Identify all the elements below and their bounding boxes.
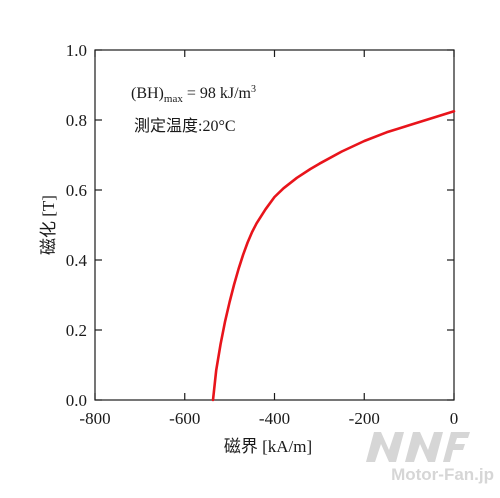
y-axis-label: 磁化 [T]	[39, 195, 58, 255]
x-tick-label: -800	[79, 409, 110, 428]
temperature-annotation: 測定温度:20°C	[134, 117, 236, 135]
ticks	[94, 49, 455, 401]
watermark-logo	[366, 432, 470, 462]
x-axis-label: 磁界 [kA/m]	[224, 437, 312, 456]
watermark: Motor-Fan.jp	[366, 432, 494, 484]
bh-value: = 98 kJ/m	[183, 85, 252, 102]
x-tick-label: -400	[259, 409, 290, 428]
y-tick-label: 0.0	[66, 391, 87, 410]
y-tick-label: 0.8	[66, 111, 87, 130]
y-tick-label: 0.6	[66, 181, 87, 200]
bh-superscript: 3	[251, 84, 256, 95]
x-tick-label: -600	[169, 409, 200, 428]
tick-labels: -800 -600 -400 -200 0 0.0 0.2 0.4 0.6 0.8 1.0	[66, 41, 459, 428]
bh-annotation: (BH)max = 98 kJ/m3	[131, 84, 256, 105]
x-tick-label: 0	[450, 409, 459, 428]
plot-frame	[94, 49, 455, 401]
y-tick-label: 0.2	[66, 321, 87, 340]
watermark-text: Motor-Fan.jp	[391, 465, 494, 484]
bh-prefix: (BH)	[131, 85, 164, 102]
bh-subscript: max	[164, 93, 183, 105]
y-tick-label: 1.0	[66, 41, 87, 60]
x-tick-label: -200	[349, 409, 380, 428]
y-tick-label: 0.4	[66, 251, 88, 270]
magnetization-curve	[211, 110, 456, 402]
